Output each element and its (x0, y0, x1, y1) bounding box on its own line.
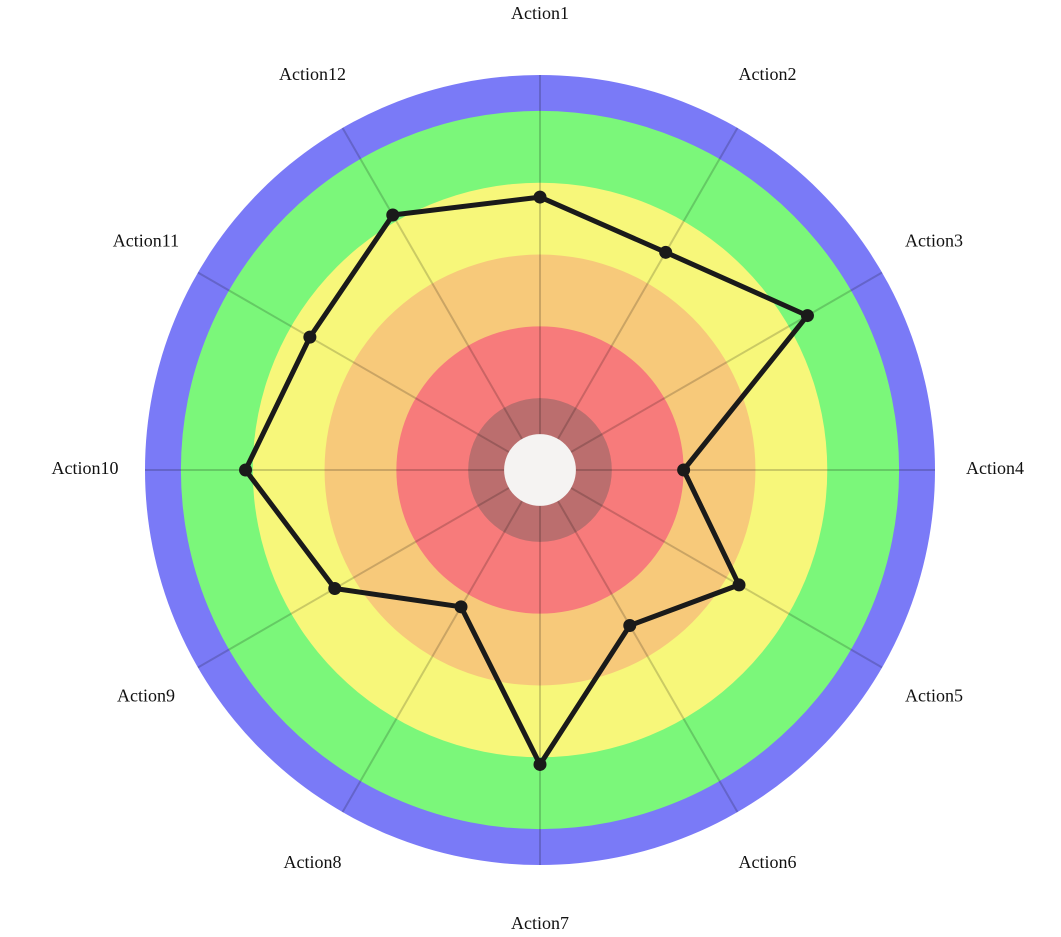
data-point-action11 (303, 330, 317, 344)
axis-label-action5: Action5 (905, 686, 963, 706)
data-point-action10 (239, 463, 253, 477)
axis-label-action12: Action12 (279, 64, 346, 84)
axis-label-action9: Action9 (117, 686, 175, 706)
axis-label-action1: Action1 (511, 3, 569, 23)
data-point-action9 (328, 582, 342, 595)
data-point-action1 (533, 190, 547, 204)
radar-spokes (145, 75, 935, 865)
data-point-action7 (533, 757, 547, 771)
data-point-action8 (454, 600, 468, 614)
spoke-6 (557, 500, 739, 813)
axis-label-action7: Action7 (511, 913, 569, 933)
radar-axis-labels: Action1 Action2 Action3 Action4 Action5 Actio… (52, 3, 1025, 933)
radar-bands (145, 75, 935, 865)
axis-label-action10: Action10 (52, 458, 119, 478)
center-hole (504, 434, 576, 506)
data-point-action6 (623, 618, 637, 632)
axis-label-action8: Action8 (284, 852, 342, 872)
axis-label-action4: Action4 (966, 458, 1024, 478)
axis-label-action2: Action2 (739, 64, 797, 84)
spoke-5 (570, 487, 883, 669)
spoke-12 (341, 127, 523, 440)
spoke-9 (197, 487, 510, 669)
data-point-action3 (800, 309, 814, 323)
data-point-action4 (677, 463, 691, 477)
data-point-action12 (386, 208, 400, 222)
spoke-8 (341, 500, 523, 813)
spoke-2 (557, 127, 739, 440)
data-point-action5 (732, 578, 746, 592)
data-point-action2 (659, 245, 673, 259)
axis-label-action11: Action11 (113, 231, 179, 251)
radar-series (239, 190, 814, 771)
spoke-3 (570, 271, 883, 453)
axis-label-action6: Action6 (739, 852, 797, 872)
axis-label-action3: Action3 (905, 231, 963, 251)
spoke-11 (197, 271, 510, 453)
